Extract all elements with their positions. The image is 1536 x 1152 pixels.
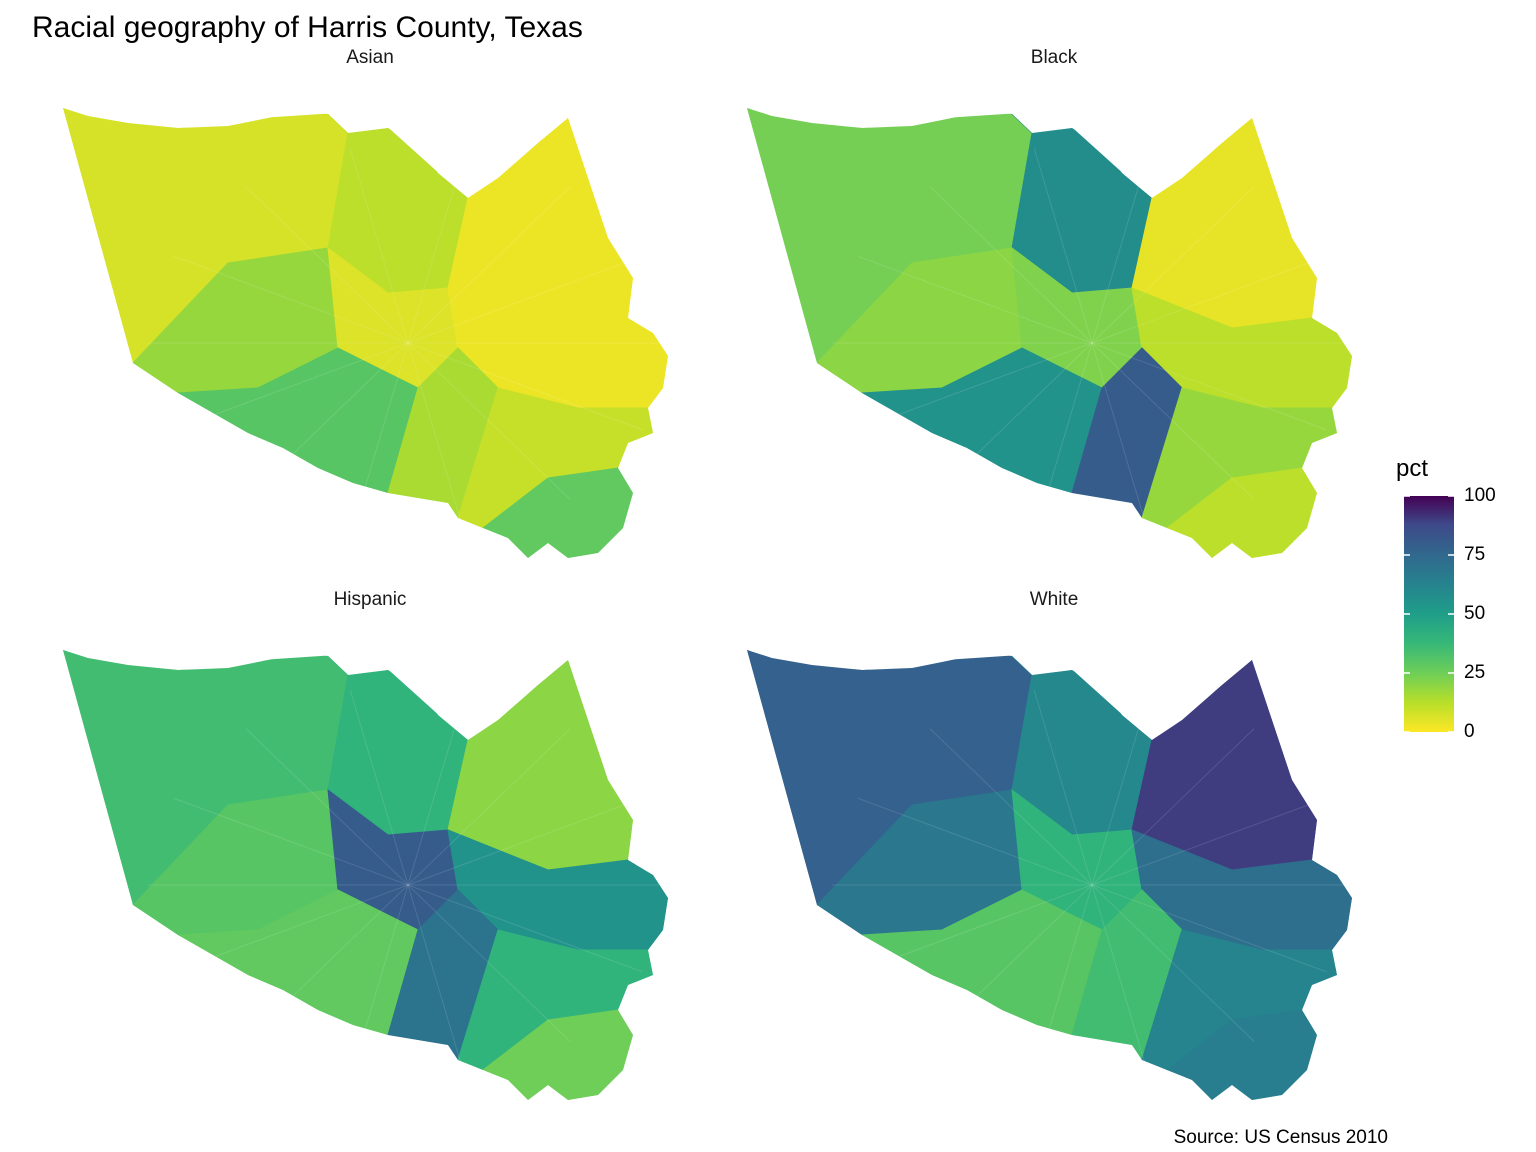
tract-texture-line <box>407 728 571 886</box>
tract-texture-line <box>349 147 409 344</box>
tract-texture-line <box>1091 186 1255 344</box>
tract-texture-line <box>407 186 571 344</box>
tract-texture-line <box>407 884 467 1081</box>
tract-texture-line <box>857 797 1093 886</box>
tract-texture-line <box>407 797 643 886</box>
map-region-southeast <box>1141 387 1338 529</box>
tract-texture-line <box>1091 884 1327 973</box>
tract-texture-line <box>349 689 409 886</box>
legend-tick-label: 0 <box>1464 721 1475 742</box>
tract-texture-line <box>1091 255 1327 344</box>
map-region-southeast <box>457 387 654 529</box>
tract-texture-line <box>929 728 1093 886</box>
facet-label: White <box>1029 589 1079 610</box>
tract-texture-line <box>1091 342 1327 431</box>
tract-texture-line <box>407 255 643 344</box>
facet-map <box>747 108 1352 558</box>
map-region-northeast <box>1131 659 1318 871</box>
facet-map <box>63 650 668 1100</box>
tract-texture-line <box>1091 797 1327 886</box>
tract-texture-line <box>407 342 571 500</box>
tract-texture-line <box>1033 689 1093 886</box>
facet-map <box>63 108 668 558</box>
tract-texture-line <box>929 186 1093 344</box>
facet-label: Asian <box>346 47 394 68</box>
facet-panel-black: Black <box>712 46 1396 564</box>
tract-texture-line <box>407 342 643 431</box>
map-region-southeast <box>1141 929 1338 1071</box>
legend-tick-label: 75 <box>1464 544 1486 565</box>
legend-tick-label: 100 <box>1464 485 1496 506</box>
legend-title: pct <box>1396 455 1429 482</box>
map-region-northeast <box>1131 117 1318 329</box>
facet-map <box>747 650 1352 1100</box>
source-caption: Source: US Census 2010 <box>1173 1127 1388 1148</box>
tract-texture-line <box>1091 342 1151 539</box>
legend-tick-label: 25 <box>1464 662 1486 683</box>
tract-texture-line <box>407 884 643 973</box>
facet-label: Black <box>1030 47 1078 68</box>
map-region-northeast <box>447 659 634 871</box>
legend-colorbar <box>1404 495 1454 733</box>
tract-texture-line <box>173 255 409 344</box>
tract-texture-line <box>1091 884 1255 1042</box>
facet-panel-hispanic: Hispanic <box>28 588 712 1106</box>
tract-texture-line <box>1091 728 1255 886</box>
tract-texture-line <box>1091 342 1255 500</box>
facet-label: Hispanic <box>333 589 407 610</box>
tract-texture-line <box>1091 884 1151 1081</box>
map-region-southwest <box>176 889 419 1036</box>
tract-texture-line <box>245 728 409 886</box>
tract-texture-line <box>407 884 571 1042</box>
color-legend: pct 100 75 50 25 0 <box>1396 452 1516 742</box>
facet-panel-white: White <box>712 588 1396 1106</box>
map-region-southwest <box>860 889 1103 1036</box>
tract-texture-line <box>173 797 409 886</box>
tract-texture-line <box>245 186 409 344</box>
tract-texture-line <box>857 255 1093 344</box>
map-region-northeast <box>447 117 634 329</box>
facet-panel-asian: Asian <box>28 46 712 564</box>
tract-texture-line <box>1033 147 1093 344</box>
chart-title: Racial geography of Harris County, Texas <box>32 11 583 44</box>
map-region-southeast <box>457 929 654 1071</box>
legend-tick-label: 50 <box>1464 603 1486 624</box>
tract-texture-line <box>407 342 467 539</box>
